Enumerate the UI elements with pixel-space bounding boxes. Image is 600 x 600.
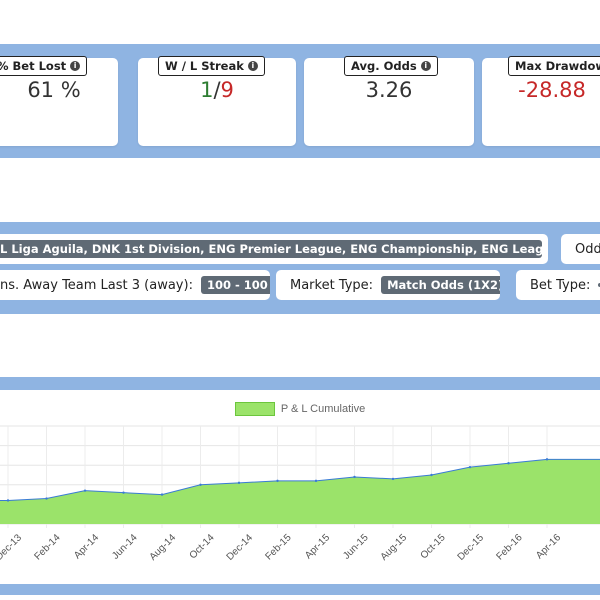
data-point[interactable] <box>83 489 87 492</box>
market-type-value: Match Odds (1X2) <box>381 276 500 294</box>
stat-label-bet-lost[interactable]: % Bet Lost i <box>0 56 88 76</box>
x-tick-label: Feb-16 <box>494 532 524 562</box>
x-tick-label: Oct-14 <box>188 532 217 561</box>
chart-legend[interactable]: P & L Cumulative <box>0 402 600 416</box>
stat-label-wl-streak[interactable]: W / L Streak i <box>158 56 265 76</box>
stat-label-avg-odds[interactable]: Avg. Odds i <box>344 56 438 76</box>
data-point[interactable] <box>237 481 241 485</box>
data-point[interactable] <box>199 483 202 486</box>
away-team-value: 100 - 100 <box>200 276 270 294</box>
data-point[interactable] <box>468 465 472 469</box>
x-tick-label: Feb-14 <box>32 532 62 562</box>
away-team-filter[interactable]: ns. Away Team Last 3 (away): 100 - 100 <box>0 270 270 300</box>
odds-filter[interactable]: Odd <box>561 234 600 264</box>
pl-cumulative-chart: Dec-13 Feb-14 Apr-14 Jun-14 Aug-14 Oct-14 Dec-… <box>0 425 600 563</box>
data-point[interactable] <box>507 462 510 465</box>
series-area <box>0 459 600 524</box>
data-point[interactable] <box>353 475 356 479</box>
x-tick-label: Apr-16 <box>534 532 563 561</box>
x-tick-label: Apr-15 <box>303 532 332 561</box>
data-point[interactable] <box>314 479 318 483</box>
bet-type-value <box>598 283 600 287</box>
legend-label: P & L Cumulative <box>280 403 366 415</box>
data-point[interactable] <box>122 491 125 494</box>
bet-type-filter[interactable]: Bet Type: <box>516 270 600 300</box>
stat-value-avg-odds: 3.26 <box>365 78 413 102</box>
stat-value-wl-streak: 1/9 <box>200 78 234 102</box>
leagues-filter[interactable]: L Liga Aguila, DNK 1st Division, ENG Pre… <box>0 234 548 264</box>
stat-value-max-drawdown: -28.88 <box>518 78 586 102</box>
x-tick-label: Aug-14 <box>148 532 179 563</box>
data-point[interactable] <box>391 477 395 481</box>
x-tick-label: Jun-14 <box>110 532 140 562</box>
market-type-filter[interactable]: Market Type: Match Odds (1X2) <box>276 270 500 300</box>
leagues-tag: L Liga Aguila, DNK 1st Division, ENG Pre… <box>0 240 542 258</box>
data-point[interactable] <box>160 493 164 496</box>
x-tick-label: Apr-14 <box>72 532 101 561</box>
data-point[interactable] <box>6 499 10 502</box>
x-tick-label: Aug-15 <box>379 532 410 563</box>
info-icon: i <box>70 61 81 71</box>
stat-label-max-drawdown[interactable]: Max Drawdowni <box>508 56 600 76</box>
x-tick-label: Jun-15 <box>341 532 371 562</box>
x-tick-label: Dec-13 <box>0 532 24 563</box>
info-icon: i <box>420 61 431 71</box>
data-point[interactable] <box>430 473 433 477</box>
data-point[interactable] <box>45 497 48 500</box>
legend-swatch <box>234 402 275 416</box>
info-icon: i <box>247 61 258 71</box>
stat-value-bet-lost: 61 % <box>27 78 81 102</box>
data-point[interactable] <box>545 458 549 461</box>
x-tick-label: Dec-14 <box>225 532 256 563</box>
data-point[interactable] <box>276 479 279 483</box>
x-tick-label: Oct-15 <box>419 532 448 561</box>
x-tick-label: Feb-15 <box>263 532 293 562</box>
x-tick-label: Dec-15 <box>456 532 487 563</box>
